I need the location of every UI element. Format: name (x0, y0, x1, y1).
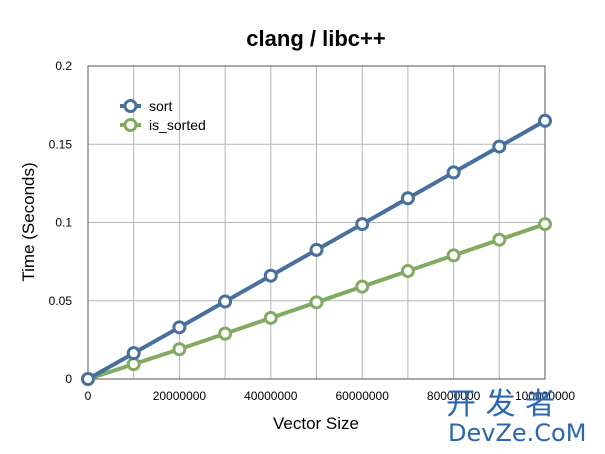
legend-label-sort: sort (149, 98, 172, 114)
legend: sort is_sorted (120, 98, 206, 133)
legend-label-is-sorted: is_sorted (149, 117, 206, 133)
data-point-sort (309, 242, 324, 257)
data-point-sort (218, 294, 233, 309)
y-tick-label: 0.05 (49, 294, 73, 308)
data-point-sort (263, 268, 278, 283)
data-point-sort (446, 165, 461, 180)
data-point-is-sorted (492, 232, 507, 247)
x-tick-label: 0 (85, 389, 92, 403)
series-group (81, 113, 552, 386)
data-point-sort (355, 217, 370, 232)
y-tick-label: 0.15 (49, 137, 73, 151)
y-tick-label: 0.2 (55, 59, 72, 73)
x-tick-label: 20000000 (153, 389, 207, 403)
data-point-sort (172, 320, 187, 335)
data-point-is-sorted (446, 248, 461, 263)
x-axis-label: Vector Size (273, 414, 359, 433)
x-tick-label: 80000000 (427, 389, 481, 403)
data-point-sort (126, 346, 141, 361)
data-point-is-sorted (309, 295, 324, 310)
watermark: 开 发 者 DevZe.CoM (446, 387, 586, 447)
data-point-is-sorted (355, 279, 370, 294)
legend-marker-sort (123, 99, 138, 113)
data-point-sort (538, 113, 552, 128)
x-tick-label: 40000000 (244, 389, 298, 403)
chart-title: clang / libc++ (246, 26, 385, 51)
data-point-is-sorted (263, 310, 278, 325)
y-axis-label: Time (Seconds) (19, 162, 38, 281)
data-point-sort (400, 191, 415, 206)
y-axis-ticks: 0 0.05 0.1 0.15 0.2 (49, 59, 73, 386)
data-point-sort (81, 372, 95, 386)
data-point-is-sorted (400, 264, 415, 279)
watermark-chinese: 开 发 者 (446, 387, 555, 422)
watermark-english: DevZe.CoM (448, 419, 586, 447)
data-point-is-sorted (218, 326, 233, 341)
x-axis-ticks: 0 20000000 40000000 60000000 80000000 1000000… (85, 389, 576, 403)
data-point-is-sorted (126, 357, 141, 372)
x-tick-label: 100000000 (515, 389, 575, 403)
legend-marker-is-sorted (123, 118, 138, 132)
x-tick-label: 60000000 (336, 389, 390, 403)
y-tick-label: 0.1 (55, 216, 72, 230)
y-tick-label: 0 (65, 372, 72, 386)
data-point-sort (492, 139, 507, 154)
data-point-is-sorted (538, 217, 552, 232)
data-point-is-sorted (172, 342, 187, 357)
